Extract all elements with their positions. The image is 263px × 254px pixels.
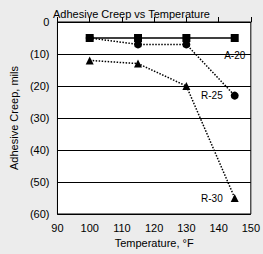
svg-text:90: 90 — [51, 222, 63, 234]
svg-text:(60): (60) — [30, 208, 50, 220]
svg-text:110: 110 — [113, 222, 131, 234]
svg-text:130: 130 — [177, 222, 195, 234]
svg-text:Temperature, °F: Temperature, °F — [115, 237, 194, 249]
svg-text:(10): (10) — [30, 48, 50, 60]
svg-text:0: 0 — [43, 16, 49, 28]
svg-text:Adhesive Creep, mils: Adhesive Creep, mils — [8, 66, 20, 170]
svg-text:140: 140 — [209, 222, 227, 234]
svg-text:A-20: A-20 — [224, 50, 246, 61]
svg-text:(40): (40) — [30, 144, 50, 156]
svg-text:120: 120 — [145, 222, 163, 234]
svg-text:(50): (50) — [30, 176, 50, 188]
svg-text:(30): (30) — [30, 112, 50, 124]
svg-text:(20): (20) — [30, 80, 50, 92]
svg-text:R-25: R-25 — [201, 90, 223, 101]
svg-text:100: 100 — [81, 222, 99, 234]
svg-text:R-30: R-30 — [201, 193, 223, 204]
svg-text:150: 150 — [242, 222, 260, 234]
svg-text:Adhesive Creep vs Temperature: Adhesive Creep vs Temperature — [53, 8, 210, 20]
